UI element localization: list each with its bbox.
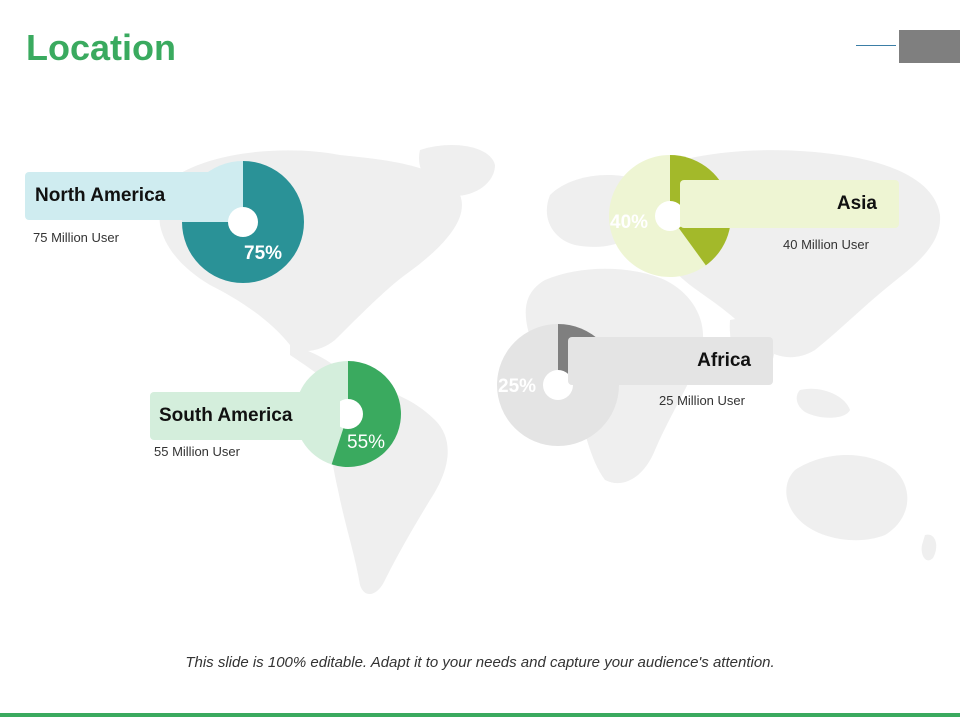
caption: This slide is 100% editable. Adapt it to… bbox=[185, 654, 775, 671]
percent-label-africa: 25% bbox=[498, 376, 537, 397]
region-name-south-america: South America bbox=[159, 405, 293, 426]
donut-hole-asia bbox=[655, 201, 685, 231]
label-north-america: North America bbox=[25, 172, 215, 220]
region-name-asia: Asia bbox=[836, 193, 877, 214]
users-asia: 40 Million User bbox=[783, 237, 869, 252]
region-name-africa: Africa bbox=[697, 350, 751, 371]
page-title: Location bbox=[26, 27, 176, 68]
percent-label-asia: 40% bbox=[610, 212, 649, 233]
donut-hole-africa bbox=[543, 370, 573, 400]
donut-hole-south-america bbox=[333, 399, 363, 429]
label-africa: Africa bbox=[568, 337, 773, 385]
label-asia: Asia bbox=[680, 180, 899, 228]
donut-hole-north-america bbox=[228, 207, 258, 237]
label-south-america: South America bbox=[150, 392, 340, 440]
users-africa: 25 Million User bbox=[659, 393, 745, 408]
users-south-america: 55 Million User bbox=[154, 444, 240, 459]
decorative-rectangle bbox=[899, 30, 960, 63]
decorative-line bbox=[856, 45, 896, 46]
users-north-america: 75 Million User bbox=[33, 230, 119, 245]
percent-label-south-america: 55% bbox=[347, 432, 386, 453]
donut-slice-south-america bbox=[331, 361, 401, 467]
region-name-north-america: North America bbox=[35, 185, 166, 206]
bottom-bar bbox=[0, 713, 960, 717]
percent-label-north-america: 75% bbox=[244, 243, 283, 264]
